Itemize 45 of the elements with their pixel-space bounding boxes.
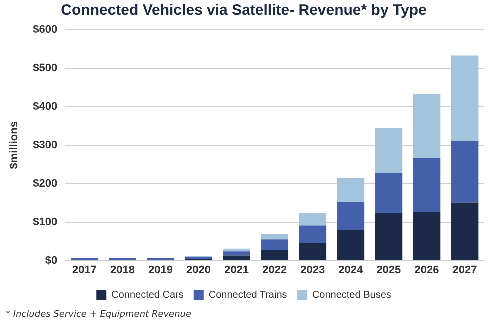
- bar: [337, 202, 365, 230]
- bar: [413, 158, 441, 212]
- bar: [223, 248, 250, 252]
- x-tick-label: 2025: [376, 264, 402, 276]
- y-tick-label: $400: [33, 100, 58, 113]
- bar: [261, 234, 289, 240]
- y-axis-title: $millions: [8, 122, 21, 170]
- x-tick-label: 2019: [148, 264, 173, 276]
- y-tick-label: $100: [33, 216, 58, 228]
- x-tick-label: 2027: [452, 264, 478, 276]
- y-tick-label: $200: [33, 178, 58, 190]
- x-tick-label: 2024: [338, 264, 364, 276]
- legend-label: Connected Buses: [312, 290, 392, 301]
- x-tick-label: 2023: [300, 264, 326, 276]
- bar: [451, 202, 479, 260]
- x-tick-label: 2026: [414, 264, 440, 276]
- x-tick-label: 2018: [110, 264, 135, 276]
- bar: [261, 240, 289, 250]
- bar: [261, 250, 289, 260]
- x-tick-label: 2017: [72, 264, 97, 276]
- bar: [337, 230, 365, 260]
- bar: [299, 226, 327, 244]
- bar: [375, 173, 403, 214]
- bar: [413, 212, 441, 260]
- bar: [451, 142, 479, 203]
- bar: [375, 213, 403, 260]
- bar: [299, 213, 327, 226]
- bar: [451, 56, 479, 142]
- bar: [413, 94, 441, 158]
- bar: [375, 128, 403, 174]
- x-tick-label: 2022: [262, 264, 288, 276]
- x-tick-label: 2020: [186, 264, 212, 276]
- x-tick-label: 2021: [224, 264, 250, 276]
- y-tick-label: $600: [33, 24, 58, 36]
- y-tick-label: $0: [45, 254, 58, 267]
- bar: [223, 252, 250, 256]
- legend-label: Connected Trains: [208, 290, 288, 301]
- y-tick-label: $500: [33, 62, 58, 74]
- text: * Includes Service + Equipment Revenue: [6, 310, 192, 320]
- y-tick-label: $300: [33, 139, 58, 152]
- legend-label: Connected Cars: [112, 290, 184, 301]
- bar: [223, 256, 250, 260]
- bar: [299, 243, 327, 260]
- chart-title: Connected Vehicles via Satellite- Revenue* by Type: [61, 2, 427, 20]
- bar: [337, 178, 365, 202]
